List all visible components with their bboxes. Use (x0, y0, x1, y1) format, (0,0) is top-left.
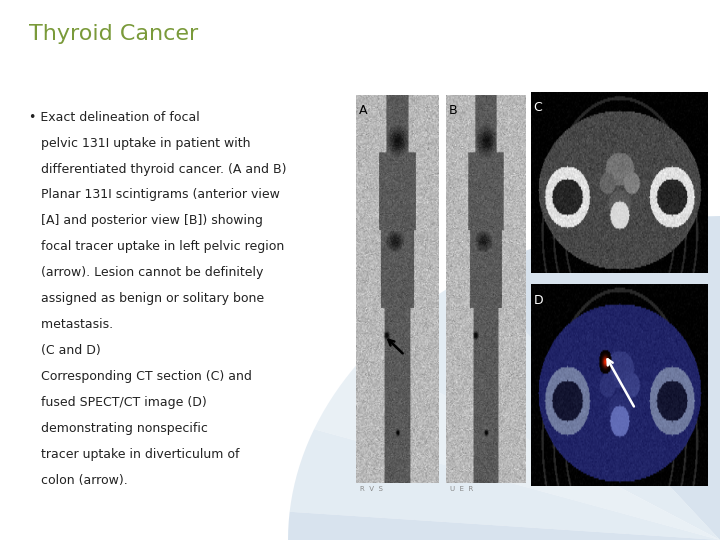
Text: B: B (449, 104, 457, 117)
Text: R  V  S: R V S (360, 486, 383, 492)
Text: tracer uptake in diverticulum of: tracer uptake in diverticulum of (29, 448, 239, 461)
Text: Corresponding CT section (C) and: Corresponding CT section (C) and (29, 370, 252, 383)
Text: focal tracer uptake in left pelvic region: focal tracer uptake in left pelvic regio… (29, 240, 284, 253)
Text: [A] and posterior view [B]) showing: [A] and posterior view [B]) showing (29, 214, 263, 227)
Text: Planar 131I scintigrams (anterior view: Planar 131I scintigrams (anterior view (29, 188, 279, 201)
Text: (arrow). Lesion cannot be definitely: (arrow). Lesion cannot be definitely (29, 266, 264, 279)
Text: U  E  R: U E R (450, 486, 473, 492)
Text: metastasis.: metastasis. (29, 318, 113, 331)
Polygon shape (472, 216, 720, 540)
Polygon shape (289, 429, 720, 540)
Text: demonstrating nonspecific: demonstrating nonspecific (29, 422, 207, 435)
Text: assigned as benign or solitary bone: assigned as benign or solitary bone (29, 292, 264, 305)
Text: C: C (534, 101, 542, 114)
Text: colon (arrow).: colon (arrow). (29, 474, 127, 487)
Text: Thyroid Cancer: Thyroid Cancer (29, 24, 198, 44)
Text: fused SPECT/CT image (D): fused SPECT/CT image (D) (29, 396, 207, 409)
Polygon shape (366, 275, 720, 540)
Text: D: D (534, 294, 543, 307)
Text: • Exact delineation of focal: • Exact delineation of focal (29, 111, 199, 124)
Text: differentiated thyroid cancer. (A and B): differentiated thyroid cancer. (A and B) (29, 163, 287, 176)
Polygon shape (314, 354, 720, 540)
Text: A: A (359, 104, 367, 117)
Text: (C and D): (C and D) (29, 344, 101, 357)
Text: pelvic 131I uptake in patient with: pelvic 131I uptake in patient with (29, 137, 251, 150)
Polygon shape (288, 512, 720, 540)
